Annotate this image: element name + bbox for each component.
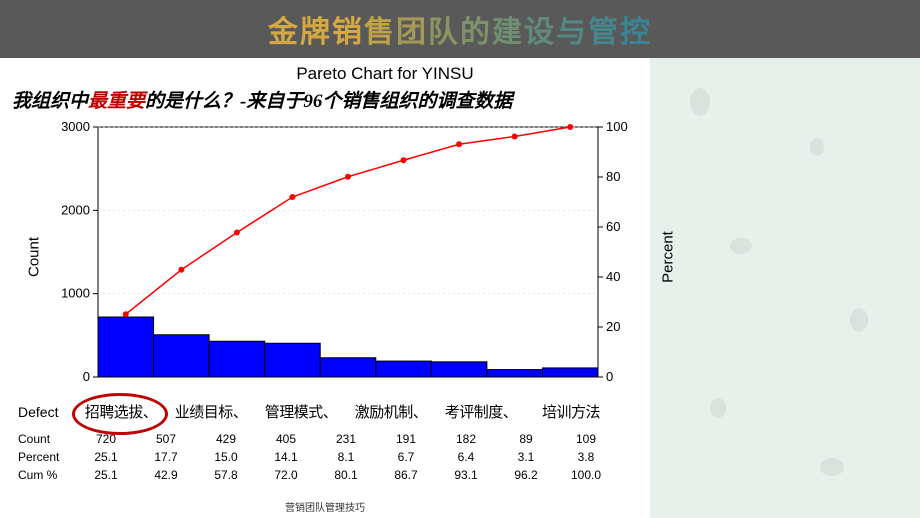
category-label: 管理模式、 — [256, 401, 346, 422]
chart-area: Count 0100020003000020406080100 Percent — [38, 117, 638, 397]
svg-text:1000: 1000 — [61, 286, 90, 301]
stats-cell: 507 — [136, 430, 196, 448]
stats-cell: 25.1 — [76, 466, 136, 484]
stats-row-cum: Cum % 25.142.957.872.080.186.793.196.210… — [18, 466, 644, 484]
stats-cell: 3.8 — [556, 448, 616, 466]
category-label: 激励机制、 — [346, 401, 436, 422]
stats-cell: 8.1 — [316, 448, 376, 466]
svg-text:80: 80 — [606, 169, 620, 184]
stats-cell: 14.1 — [256, 448, 316, 466]
header-title: 金牌销售团队的建设与管控 — [268, 7, 652, 51]
svg-text:60: 60 — [606, 219, 620, 234]
stats-cell: 86.7 — [376, 466, 436, 484]
svg-text:3000: 3000 — [61, 119, 90, 134]
stats-cell: 720 — [76, 430, 136, 448]
subtitle-highlight: 最重要 — [88, 91, 145, 112]
row-cells-percent: 25.117.715.014.18.16.76.43.13.8 — [76, 448, 616, 466]
stats-cell: 93.1 — [436, 466, 496, 484]
header-bar: 金牌销售团队的建设与管控 — [0, 0, 920, 58]
stats-cell: 96.2 — [496, 466, 556, 484]
category-label: 培训方法 — [526, 401, 616, 422]
chart-subtitle: 我组织中最重要的是什么？-来自于96个销售组织的调查数据 — [12, 86, 644, 113]
stats-cell: 80.1 — [316, 466, 376, 484]
stats-cell: 15.0 — [196, 448, 256, 466]
stats-table: Count 72050742940523119118289109 Percent… — [18, 430, 644, 484]
y1-axis-label: Count — [26, 237, 43, 277]
chart-title: Pareto Chart for YINSU — [126, 64, 644, 84]
stats-cell: 72.0 — [256, 466, 316, 484]
stats-cell: 405 — [256, 430, 316, 448]
row-cells-count: 72050742940523119118289109 — [76, 430, 616, 448]
stats-cell: 42.9 — [136, 466, 196, 484]
row-cells-cum: 25.142.957.872.080.186.793.196.2100.0 — [76, 466, 616, 484]
defect-label: Defect — [18, 404, 76, 420]
footer-text: 营销团队管理技巧 — [285, 499, 365, 514]
stats-cell: 6.4 — [436, 448, 496, 466]
svg-text:20: 20 — [606, 319, 620, 334]
stats-cell: 182 — [436, 430, 496, 448]
subtitle-pre: 我组织中 — [12, 91, 88, 112]
row-label-percent: Percent — [18, 448, 76, 466]
subtitle-post: 的是什么？-来自于96个销售组织的调查数据 — [145, 91, 512, 112]
content-area: Pareto Chart for YINSU 我组织中最重要的是什么？-来自于9… — [0, 58, 650, 518]
stats-cell: 191 — [376, 430, 436, 448]
stats-cell: 3.1 — [496, 448, 556, 466]
stats-cell: 89 — [496, 430, 556, 448]
svg-text:100: 100 — [606, 119, 628, 134]
defect-category-row: Defect 招聘选拔、业绩目标、管理模式、激励机制、考评制度、培训方法 — [18, 401, 644, 422]
row-label-cum: Cum % — [18, 466, 76, 484]
stats-cell: 429 — [196, 430, 256, 448]
stats-cell: 6.7 — [376, 448, 436, 466]
y2-axis-label: Percent — [660, 231, 677, 283]
stats-row-percent: Percent 25.117.715.014.18.16.76.43.13.8 — [18, 448, 644, 466]
svg-text:0: 0 — [83, 369, 90, 384]
stats-row-count: Count 72050742940523119118289109 — [18, 430, 644, 448]
pareto-chart-svg: 0 1000 2000 3000 0 20 40 60 80 100 — [38, 117, 638, 397]
row-label-count: Count — [18, 430, 76, 448]
svg-text:40: 40 — [606, 269, 620, 284]
stats-cell: 17.7 — [136, 448, 196, 466]
stats-cell: 57.8 — [196, 466, 256, 484]
stats-cell: 231 — [316, 430, 376, 448]
svg-text:0: 0 — [606, 369, 613, 384]
svg-text:2000: 2000 — [61, 202, 90, 217]
side-texture-panel — [650, 58, 920, 518]
stats-cell: 25.1 — [76, 448, 136, 466]
category-labels: 招聘选拔、业绩目标、管理模式、激励机制、考评制度、培训方法 — [76, 401, 616, 422]
category-label: 招聘选拔、 — [76, 401, 166, 422]
stats-cell: 109 — [556, 430, 616, 448]
stats-cell: 100.0 — [556, 466, 616, 484]
category-label: 考评制度、 — [436, 401, 526, 422]
category-label: 业绩目标、 — [166, 401, 256, 422]
